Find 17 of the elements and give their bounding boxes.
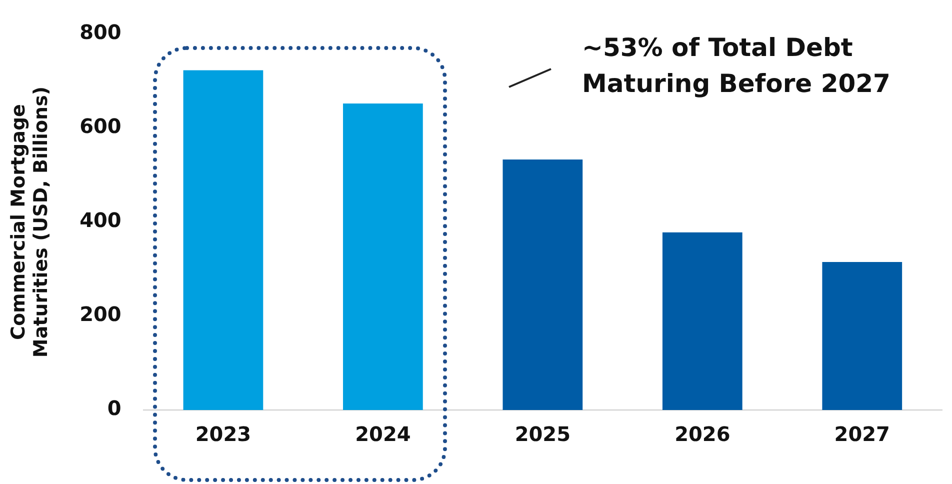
x-tick-label: 2024 bbox=[355, 422, 411, 446]
x-tick-label: 2027 bbox=[834, 422, 890, 446]
bar bbox=[183, 70, 264, 410]
y-tick-label: 800 bbox=[80, 20, 122, 44]
bar bbox=[822, 262, 902, 410]
annotation: ~53% of Total Debt Maturing Before 2027 bbox=[582, 32, 892, 100]
y-tick-label: 0 bbox=[107, 396, 122, 420]
x-tick-label: 2026 bbox=[674, 422, 730, 446]
bar bbox=[502, 159, 583, 410]
y-tick-label: 600 bbox=[80, 114, 122, 138]
bar bbox=[662, 232, 742, 410]
bar bbox=[343, 104, 423, 410]
y-axis-title: Commercial Mortgage Maturities (USD, Billions) bbox=[7, 86, 52, 358]
x-tick-label: 2023 bbox=[195, 422, 252, 446]
x-tick-label: 2025 bbox=[514, 422, 571, 446]
y-tick-label: 200 bbox=[80, 302, 122, 326]
y-tick-label: 400 bbox=[80, 208, 122, 232]
